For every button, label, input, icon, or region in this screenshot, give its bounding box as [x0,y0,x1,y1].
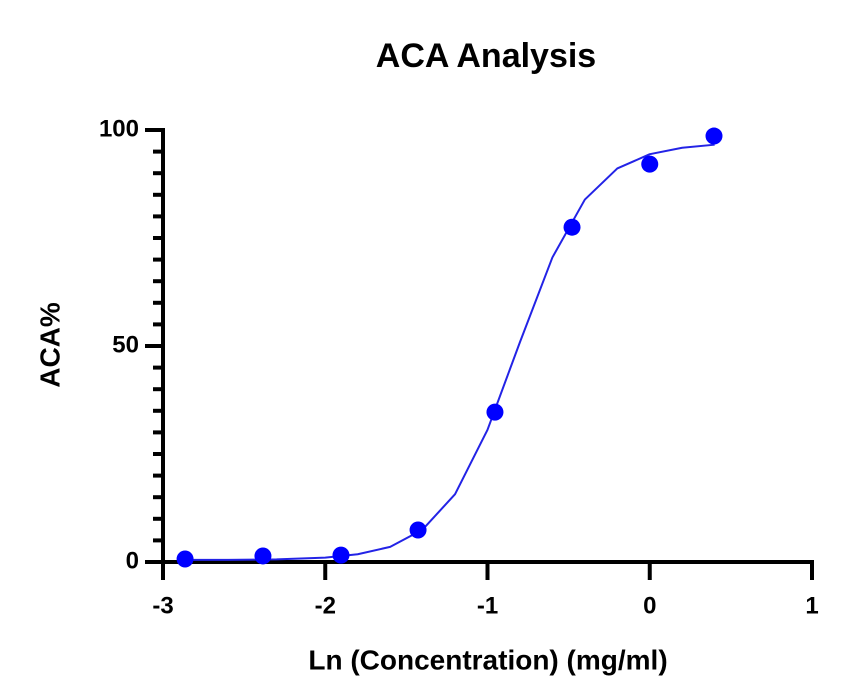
x-tick-label: -2 [315,592,336,619]
chart-title: ACA Analysis [376,37,596,75]
x-tick-label: -3 [152,592,173,619]
data-point [332,546,350,564]
x-axis-label: Ln (Concentration) (mg/ml) [308,644,667,675]
y-tick-label: 0 [126,547,139,574]
x-tick-label: 1 [805,592,818,619]
data-point [409,521,427,539]
y-axis-label: ACA% [34,302,65,388]
y-tick-label: 100 [99,115,139,142]
x-tick-label: 0 [643,592,656,619]
data-point [641,155,659,173]
data-point [176,550,194,568]
x-tick-label: -1 [477,592,498,619]
fit-curve [179,143,715,561]
data-point [563,218,581,236]
data-point [486,403,504,421]
data-point [254,547,272,565]
y-tick-label: 50 [112,331,139,358]
data-point [705,127,723,145]
